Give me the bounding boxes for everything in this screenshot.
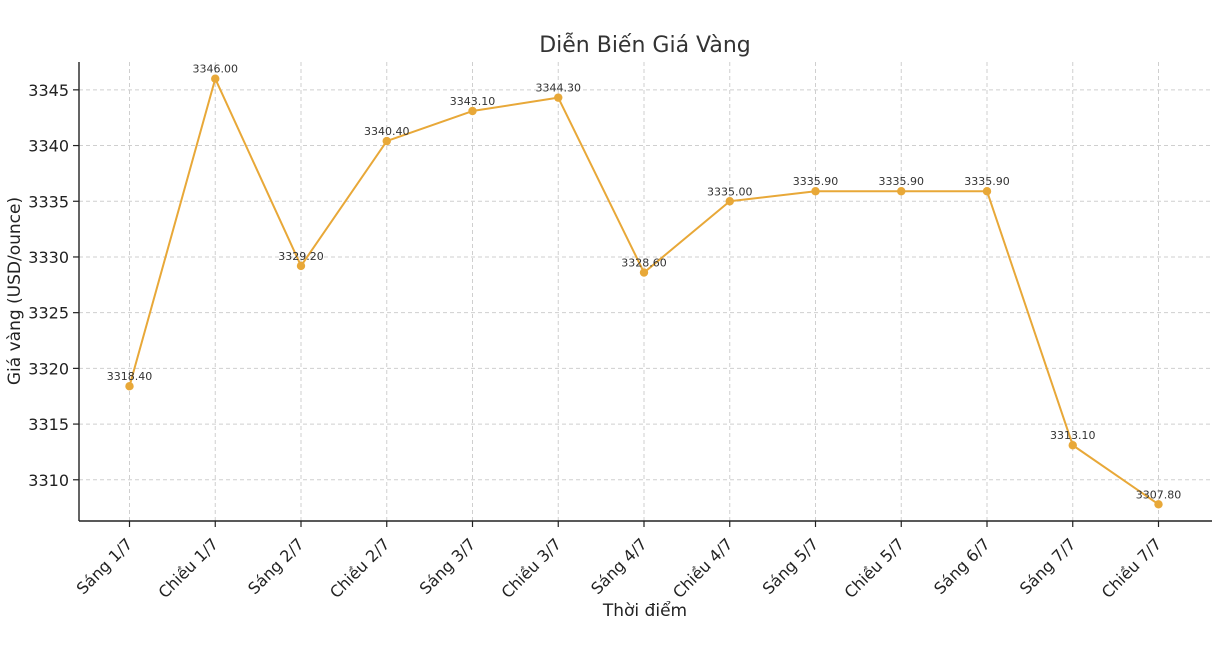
x-tick-label: Sáng 2/7 (244, 534, 308, 598)
y-tick-label: 3315 (28, 415, 69, 434)
y-tick-label: 3340 (28, 137, 69, 156)
x-tick-labels: Sáng 1/7 Chiều 1/7 Sáng 2/7 Chiều 2/7 Sáng 3… (73, 534, 1166, 602)
x-tick-label: Chiều 3/7 (497, 534, 565, 602)
y-tick-label: 3330 (28, 248, 69, 267)
y-axis-label: Giá vàng (USD/ounce) (5, 197, 25, 385)
series (125, 74, 1163, 509)
data-label: 3335.90 (793, 175, 839, 188)
data-label: 3318.40 (107, 370, 153, 383)
y-tick-label: 3310 (28, 471, 69, 490)
x-tick-label: Chiều 2/7 (326, 534, 394, 602)
data-point (468, 106, 477, 116)
x-tick-label: Sáng 6/7 (930, 534, 994, 598)
data-label: 3328.60 (621, 257, 667, 270)
data-point (554, 93, 563, 102)
x-axis-label: Thời điểm (602, 600, 687, 621)
y-tick-label: 3320 (28, 359, 69, 378)
data-label: 3335.90 (879, 175, 925, 188)
x-tick-label: Chiều 7/7 (1098, 534, 1166, 602)
data-labels: 3318.40 3346.00 3329.20 3340.40 3343.10 3344.… (107, 63, 1182, 502)
x-tick-label: Chiều 5/7 (840, 534, 908, 602)
data-label: 3346.00 (193, 63, 239, 76)
data-point (982, 187, 992, 196)
data-point (211, 74, 220, 83)
data-label: 3343.10 (450, 95, 496, 108)
axes (73, 62, 1212, 527)
y-tick-labels: 3310 3315 3320 3325 3330 3335 3340 3345 (28, 81, 69, 490)
data-point (1068, 441, 1077, 450)
x-tick-label: Sáng 3/7 (416, 534, 480, 598)
x-tick-label: Sáng 4/7 (587, 534, 651, 598)
x-tick-label: Sáng 5/7 (759, 534, 823, 598)
x-tick-label: Sáng 1/7 (73, 534, 137, 598)
x-tick-label: Chiều 1/7 (154, 534, 222, 602)
data-point (811, 187, 820, 196)
data-label: 3335.00 (707, 185, 753, 198)
data-label: 3307.80 (1136, 488, 1182, 501)
data-point (639, 268, 649, 277)
data-label: 3340.40 (364, 125, 410, 138)
x-tick-label: Chiều 4/7 (669, 534, 737, 602)
chart-title: Diễn Biến Giá Vàng (539, 32, 751, 58)
y-tick-label: 3335 (28, 192, 69, 211)
data-point (296, 261, 306, 271)
data-point (125, 381, 134, 391)
grid (79, 62, 1212, 521)
data-label: 3313.10 (1050, 429, 1096, 442)
y-tick-label: 3345 (28, 81, 69, 100)
y-tick-label: 3325 (28, 304, 69, 323)
data-point (1154, 500, 1163, 509)
data-label: 3329.20 (278, 250, 324, 263)
data-label: 3344.30 (536, 82, 582, 95)
data-point (725, 197, 734, 206)
x-tick-label: Sáng 7/7 (1016, 534, 1080, 598)
data-point (382, 136, 391, 146)
data-label: 3335.90 (964, 175, 1010, 188)
data-point (897, 187, 906, 196)
